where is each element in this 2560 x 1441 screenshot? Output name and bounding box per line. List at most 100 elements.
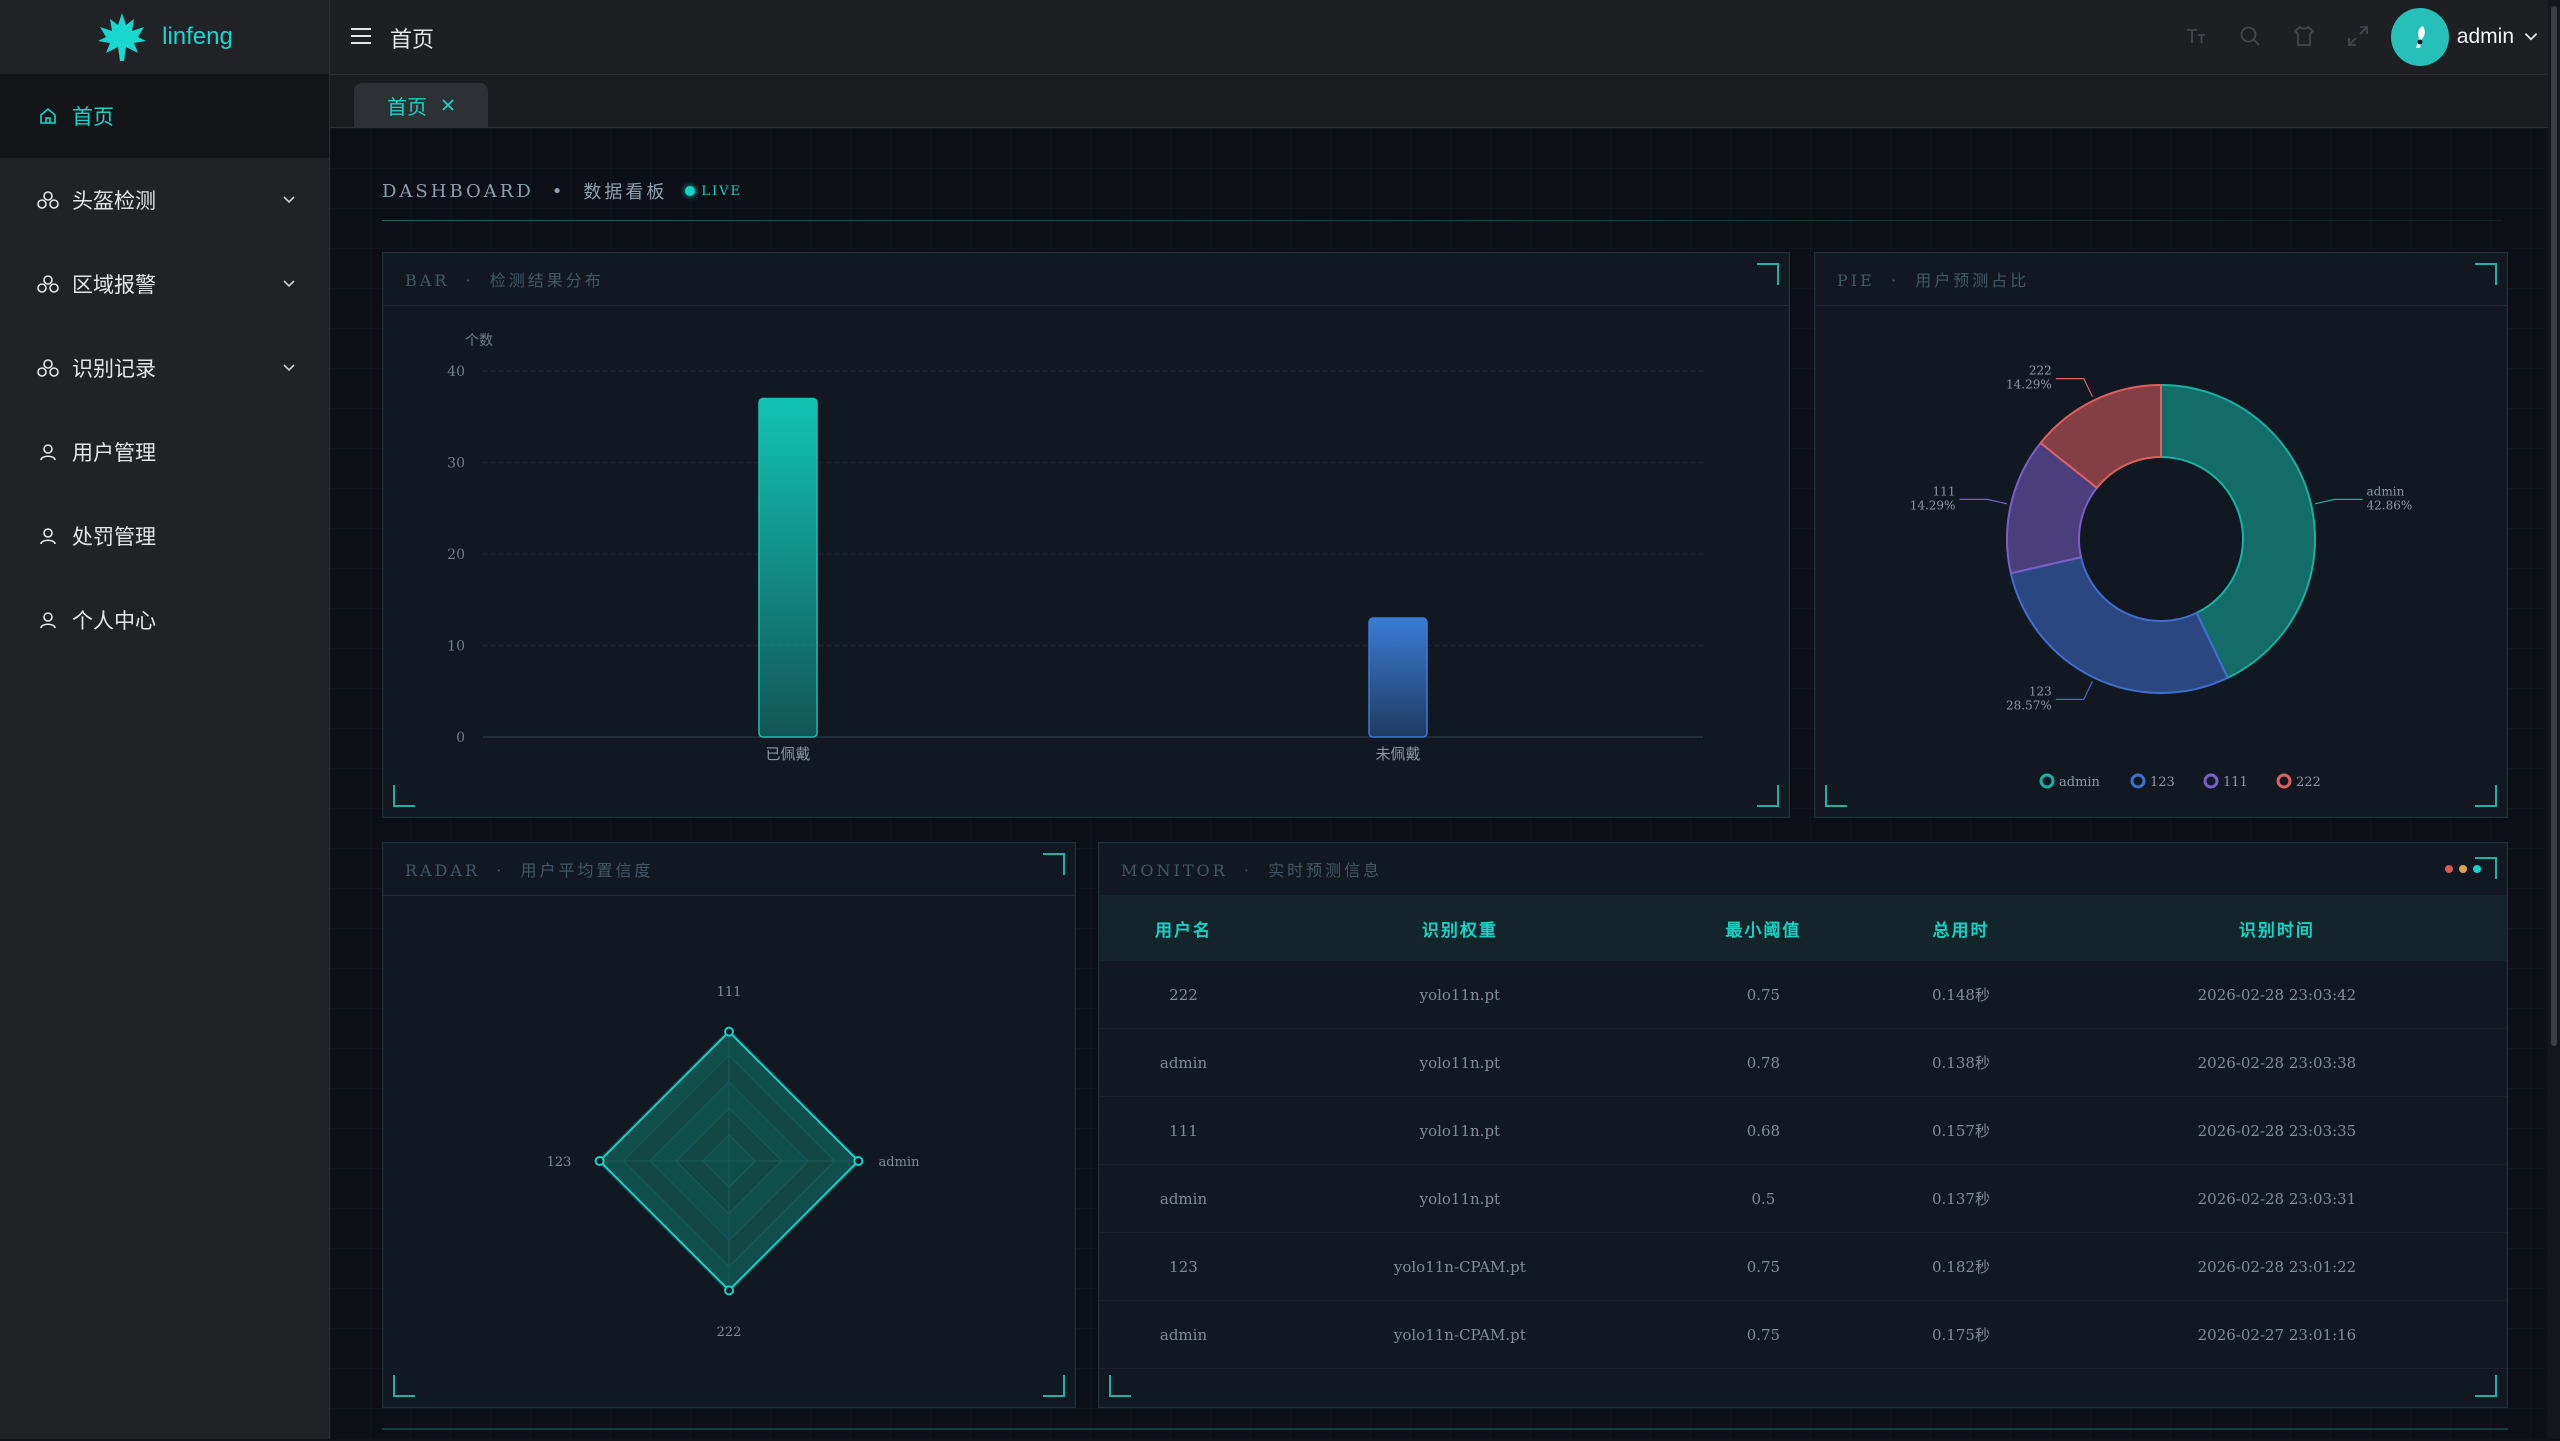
pie-label-line [2055,378,2093,397]
chevron-down-icon[interactable] [281,276,297,292]
sidebar-item-user-management[interactable]: 用户管理 [0,410,329,494]
corner-decoration [1757,263,1779,285]
dot-teal [2473,865,2481,873]
monitor-panel: MONITOR · 实时预测信息 用户名 识别权重 最小阈值 总用时 识别时间 … [1098,842,2508,1408]
corner-decoration [1757,785,1779,807]
chevron-down-icon[interactable] [281,360,297,376]
search-icon[interactable] [2238,24,2262,48]
radar-chart: 111 admin 222 123 [547,985,921,1340]
table-row[interactable]: admin yolo11n-CPAM.pt 0.75 0.175秒 2026-0… [1099,1300,2507,1369]
bar-chart-panel: BAR · 检测结果分布 0 10 20 30 40 个数 已佩戴 未佩戴 [382,252,1790,818]
bar [758,397,818,738]
cell-weight: yolo11n.pt [1268,1028,1652,1097]
pie-chart: admin42.86%12328.57%11114.29%22214.29%ad… [1910,364,2413,790]
cell-username: admin [1099,1164,1268,1233]
scrollbar-thumb[interactable] [2551,6,2557,1046]
tab-home[interactable]: 首页 [354,83,488,127]
pie-label-name: 123 [2029,684,2052,698]
column-header[interactable]: 总用时 [1875,895,2047,961]
cell-duration: 0.137秒 [1875,1164,2047,1233]
column-header[interactable]: 识别时间 [2046,895,2507,961]
sidebar-item-personal-center[interactable]: 个人中心 [0,578,329,662]
helmet-icon [36,188,60,212]
sidebar-item-penalty-management[interactable]: 处罚管理 [0,494,329,578]
radar-axis-label: admin [879,1155,921,1170]
cell-threshold: 0.75 [1651,1232,1876,1301]
cell-weight: yolo11n.pt [1268,1164,1652,1233]
cell-threshold: 0.78 [1651,1028,1876,1097]
cell-duration: 0.157秒 [1875,1096,2047,1165]
cell-duration: 0.138秒 [1875,1028,2047,1097]
cell-username: admin [1099,1300,1268,1369]
panel-title-text: 实时预测信息 [1268,861,1383,880]
panel-title-text: 用户平均置信度 [520,861,654,880]
avatar[interactable] [2390,8,2449,66]
legend-label: 222 [2296,775,2321,790]
sidebar-item-area-alarm[interactable]: 区域报警 [0,242,329,326]
table-row[interactable]: admin yolo11n.pt 0.5 0.137秒 2026-02-28 2… [1099,1164,2507,1233]
corner-decoration [2475,785,2497,807]
menu-toggle-icon[interactable] [350,26,372,46]
pie-chart-panel: PIE · 用户预测占比 admin 42.86% 123 28.57% 111 14.2… [1814,252,2508,818]
pie-slice [2039,383,2162,490]
top-header: 首页 admin [330,0,2560,75]
cell-threshold: 0.68 [1651,1096,1876,1165]
table-row[interactable]: 111 yolo11n.pt 0.68 0.157秒 2026-02-28 23… [1099,1096,2507,1165]
page-scrollbar[interactable] [2548,0,2560,1439]
y-tick-label: 0 [456,730,465,746]
user-icon [36,608,60,632]
font-size-icon[interactable] [2184,24,2208,48]
close-icon[interactable] [441,98,455,112]
live-label: LIVE [701,183,743,199]
radar-series-area [598,1030,860,1292]
tab-bar: 首页 [330,75,2560,128]
sidebar-item-recognition-records[interactable]: 识别记录 [0,326,329,410]
column-header[interactable]: 最小阈值 [1651,895,1876,961]
sidebar: linfeng 首页 头盔检测 区域报警 识别记录 [0,0,330,1439]
sidebar-item-home[interactable]: 首页 [0,74,329,158]
cell-username: admin [1099,1028,1268,1097]
cell-username: 222 [1099,961,1268,1029]
breadcrumb: 首页 [390,28,435,53]
pie-label-line [2055,681,2093,700]
pie-label-name: 222 [2029,364,2052,378]
live-indicator: LIVE [685,184,742,199]
monitor-table: 用户名 识别权重 最小阈值 总用时 识别时间 222 yolo11n.pt 0.… [1099,895,2507,1369]
pie-label-percent: 14.29% [2006,378,2052,392]
radar-axis-label: 123 [547,1155,572,1170]
helmet-icon [36,272,60,296]
table-row[interactable]: 123 yolo11n-CPAM.pt 0.75 0.182秒 2026-02-… [1099,1232,2507,1301]
table-row[interactable]: 222 yolo11n.pt 0.75 0.148秒 2026-02-28 23… [1099,961,2507,1029]
title-divider [382,220,2502,221]
legend-label: admin [2059,775,2101,790]
corner-decoration [393,1375,415,1397]
column-header[interactable]: 用户名 [1099,895,1268,961]
fullscreen-icon[interactable] [2346,24,2370,48]
cell-username: 111 [1099,1096,1268,1165]
header-tools [2184,24,2370,48]
panel-tag: MONITOR [1121,861,1228,880]
brand[interactable]: linfeng [0,0,329,74]
cell-time: 2026-02-28 23:03:35 [2046,1096,2507,1165]
table-row[interactable]: admin yolo11n.pt 0.78 0.138秒 2026-02-28 … [1099,1028,2507,1097]
theme-shirt-icon[interactable] [2292,24,2316,48]
panel-header-divider [1815,305,2507,306]
chevron-down-icon[interactable] [281,192,297,208]
username[interactable]: admin [2456,25,2514,48]
radar-chart-panel: RADAR · 用户平均置信度 111 admin 222 123 [382,842,1076,1408]
title-separator: • [551,180,566,202]
chevron-down-icon[interactable] [2522,28,2540,46]
user-menu[interactable]: admin [2390,8,2540,66]
pie-label-line [1959,498,2008,505]
home-icon [36,104,60,128]
panel-title: RADAR · 用户平均置信度 [405,861,654,880]
pie-label-percent: 14.29% [1910,498,1956,512]
maple-leaf-logo-icon [98,13,147,61]
cell-username: 123 [1099,1232,1268,1301]
sidebar-item-label: 区域报警 [72,273,156,297]
sidebar-item-helmet-detection[interactable]: 头盔检测 [0,158,329,242]
pie-slice [2160,383,2316,680]
main-content: DASHBOARD • 数据看板 LIVE BAR · 检测结果分布 0 10 20… [330,128,2545,1439]
column-header[interactable]: 识别权重 [1268,895,1652,961]
corner-decoration [1109,1375,1131,1397]
